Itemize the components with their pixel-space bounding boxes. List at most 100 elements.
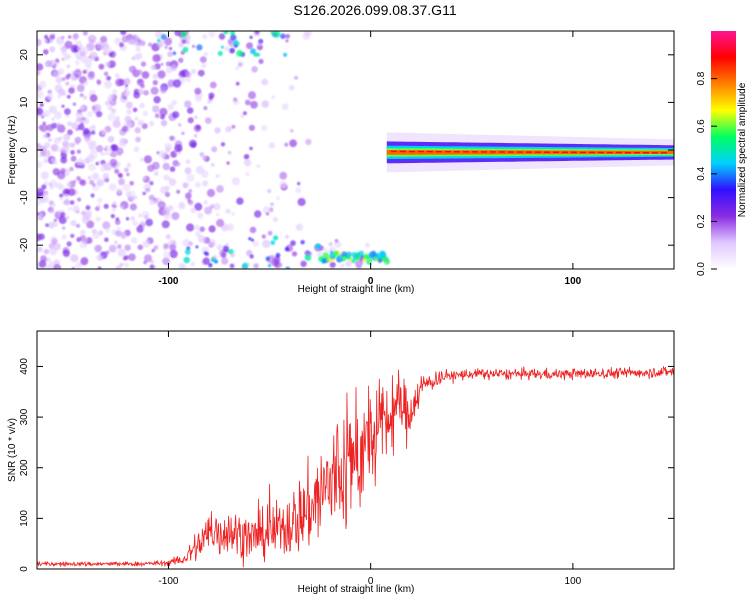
heatmap-cell xyxy=(97,266,102,269)
heatmap-cell xyxy=(142,176,147,180)
heatmap-cell xyxy=(51,117,55,122)
heatmap-cell xyxy=(104,80,112,89)
heatmap-cell xyxy=(90,130,96,135)
heatmap-cell xyxy=(43,248,50,255)
heatmap-cell xyxy=(38,213,43,218)
heatmap-cell xyxy=(213,254,217,259)
heatmap-cell xyxy=(215,174,220,178)
heatmap-cell xyxy=(67,206,72,211)
heatmap-cell xyxy=(197,212,204,219)
heatmap-cell xyxy=(195,124,201,130)
heatmap-cell xyxy=(100,35,108,44)
snr-x-axis: -100 0 100 xyxy=(158,331,582,587)
heatmap-cell xyxy=(132,107,138,113)
snr-panel: -100 0 100 0 100 200 300 400 Height of straigh… xyxy=(7,330,675,595)
heatmap-cell xyxy=(206,188,216,198)
heatmap-cell xyxy=(249,254,254,259)
heatmap-cell xyxy=(232,98,240,106)
heatmap-cell xyxy=(137,119,144,126)
heatmap-cell xyxy=(184,249,191,255)
heatmap-cell xyxy=(76,176,81,181)
heatmap-cell xyxy=(108,93,115,100)
heatmap-cell xyxy=(117,248,126,257)
heatmap-cell xyxy=(194,224,201,231)
heatmap-cell xyxy=(228,248,234,255)
heatmap-cell xyxy=(194,115,198,120)
heatmap-cell xyxy=(64,193,69,199)
heatmap-cell xyxy=(137,244,144,251)
heatmap-cell xyxy=(244,154,250,160)
heatmap-cell xyxy=(382,256,389,263)
heatmap-cell xyxy=(123,78,131,85)
y-tick-label: 20 xyxy=(19,49,30,61)
heatmap-cell xyxy=(322,247,329,254)
x-tick-label: 0 xyxy=(368,576,374,587)
heatmap-cell xyxy=(297,181,301,186)
heatmap-cell xyxy=(88,125,96,133)
heatmap-cell xyxy=(62,249,70,257)
heatmap-cell xyxy=(65,81,70,86)
heatmap-cell xyxy=(79,179,87,186)
heatmap-cell xyxy=(126,172,130,177)
heatmap-cell xyxy=(340,263,345,268)
heatmap-cell xyxy=(213,202,221,211)
heatmap-cell xyxy=(66,182,72,188)
heatmap-cell xyxy=(160,62,164,66)
heatmap-cell xyxy=(52,168,60,176)
colorbar-tick-label: 0.6 xyxy=(696,119,707,133)
heatmap-cell xyxy=(120,205,125,209)
heatmap-cell xyxy=(134,127,141,134)
heatmap-cell xyxy=(202,257,210,265)
heatmap-cell xyxy=(75,262,83,269)
heatmap-cell xyxy=(96,254,103,261)
heatmap-cell xyxy=(142,191,146,196)
heatmap-cell xyxy=(224,46,230,52)
heatmap-cell xyxy=(209,204,215,209)
heatmap-cell xyxy=(334,240,342,248)
heatmap-cell xyxy=(163,243,169,249)
heatmap-cell xyxy=(107,135,115,143)
heatmap-cell xyxy=(48,105,58,114)
heatmap-cell xyxy=(38,125,44,130)
heatmap-cell xyxy=(222,31,229,35)
heatmap-cell xyxy=(66,94,71,99)
heatmap-cell xyxy=(225,242,230,247)
heatmap-cell xyxy=(117,244,122,249)
heatmap-cell xyxy=(284,246,290,252)
heatmap-cell xyxy=(368,258,373,263)
heatmap-cell xyxy=(43,110,51,118)
heatmap-cell xyxy=(56,147,62,153)
heatmap-cell xyxy=(50,236,58,244)
spectrogram-x-axis: -100 0 100 xyxy=(158,31,582,287)
heatmap-cell xyxy=(253,52,258,57)
heatmap-cell xyxy=(112,119,121,128)
heatmap-cell xyxy=(374,252,382,260)
heatmap-cell xyxy=(131,237,138,244)
heatmap-cell xyxy=(89,179,95,185)
heatmap-cell xyxy=(135,136,141,143)
heatmap-cell xyxy=(118,78,126,86)
heatmap-cell xyxy=(43,158,49,164)
heatmap-cell xyxy=(42,133,48,139)
heatmap-cell xyxy=(124,244,131,251)
heatmap-cell xyxy=(167,103,174,111)
heatmap-cell xyxy=(115,116,120,121)
heatmap-cell xyxy=(244,99,251,106)
heatmap-cell xyxy=(157,70,166,79)
heatmap-cell xyxy=(262,239,271,248)
heatmap-cell xyxy=(354,255,360,261)
heatmap-cell xyxy=(149,199,156,206)
heatmap-cell xyxy=(133,91,141,99)
heatmap-cell xyxy=(61,234,67,240)
heatmap-cell xyxy=(54,84,63,93)
heatmap-cell xyxy=(202,33,208,40)
heatmap-cell xyxy=(97,204,101,209)
heatmap-cell xyxy=(85,138,93,146)
heatmap-cell xyxy=(55,182,63,189)
heatmap-cell xyxy=(79,93,84,97)
heatmap-cell xyxy=(59,193,64,198)
heatmap-cell xyxy=(151,248,156,253)
heatmap-cell xyxy=(227,150,232,155)
heatmap-cell xyxy=(47,266,52,269)
heatmap-cell xyxy=(47,257,52,263)
